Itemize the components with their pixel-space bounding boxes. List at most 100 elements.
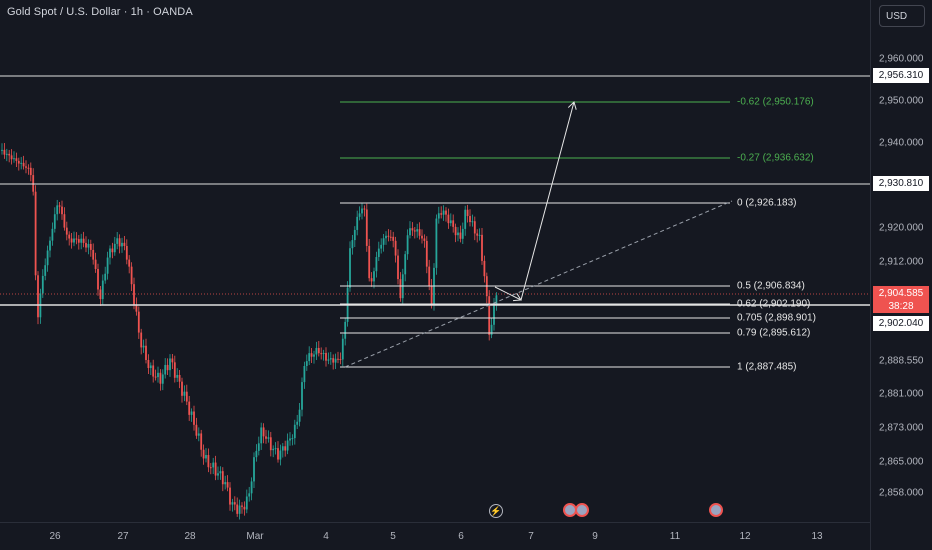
price-axis[interactable] xyxy=(870,0,932,550)
candle-body xyxy=(344,321,347,339)
candle-body xyxy=(111,248,114,253)
candle-body xyxy=(159,372,162,384)
candle-body xyxy=(406,235,409,255)
candle-body xyxy=(430,285,433,304)
candle-body xyxy=(34,191,37,276)
candle-body xyxy=(46,250,49,266)
candle-body xyxy=(332,358,335,363)
price-tick: 2,873.000 xyxy=(879,422,924,434)
fib-level-label: 0.5 (2,906.834) xyxy=(737,280,805,292)
candle-body xyxy=(394,240,397,256)
candle-body xyxy=(133,284,135,305)
candle-body xyxy=(87,243,90,248)
resistance-level-label: 2,930.810 xyxy=(873,176,929,191)
candle-body xyxy=(293,424,296,439)
candle-body xyxy=(437,213,440,219)
candle-body xyxy=(301,382,303,410)
candle-body xyxy=(77,239,80,243)
candle-body xyxy=(469,216,471,223)
us-flag-icon[interactable] xyxy=(709,503,723,517)
price-chart[interactable] xyxy=(0,0,870,522)
candle-body xyxy=(358,213,361,217)
candle-body xyxy=(109,248,111,258)
candle-body xyxy=(224,482,227,485)
candle-body xyxy=(305,361,308,367)
us-flag-icon[interactable] xyxy=(575,503,589,517)
candle-body xyxy=(399,279,402,299)
time-tick: 26 xyxy=(49,531,61,542)
candle-body xyxy=(80,238,83,243)
time-tick: Mar xyxy=(246,531,264,542)
lightning-icon[interactable]: ⚡ xyxy=(489,504,503,518)
candle-body xyxy=(356,216,359,230)
candle-body xyxy=(231,502,234,505)
candle-body xyxy=(337,358,339,360)
candle-body xyxy=(128,259,131,267)
candle-body xyxy=(291,438,294,440)
time-tick: 12 xyxy=(739,531,751,542)
candle-body xyxy=(452,220,455,227)
candle-body xyxy=(351,240,354,249)
candle-body xyxy=(37,275,39,318)
time-axis[interactable] xyxy=(0,522,870,550)
candle-body xyxy=(15,158,18,161)
candle-body xyxy=(454,226,457,236)
candle-body xyxy=(298,409,301,422)
candle-body xyxy=(404,254,407,275)
candle-body xyxy=(161,374,164,384)
candle-body xyxy=(190,411,193,415)
candle-body xyxy=(320,353,323,355)
candle-body xyxy=(8,153,11,156)
candle-body xyxy=(269,437,272,451)
candlestick-series xyxy=(1,143,498,520)
candle-body xyxy=(212,462,215,468)
upper-level-label: 2,956.310 xyxy=(873,68,929,83)
support-level-label: 2,902.040 xyxy=(873,316,929,331)
candle-body xyxy=(289,438,291,441)
candle-body xyxy=(349,248,351,288)
price-tick: 2,960.000 xyxy=(879,53,924,65)
candle-body xyxy=(140,332,143,348)
candle-body xyxy=(423,238,426,241)
candle-body xyxy=(236,504,239,514)
candle-body xyxy=(209,467,212,469)
candle-body xyxy=(63,214,66,228)
candle-body xyxy=(226,482,229,488)
candle-body xyxy=(70,238,73,243)
candle-body xyxy=(130,266,133,285)
candle-body xyxy=(238,505,241,514)
candle-body xyxy=(421,235,423,239)
candle-body xyxy=(265,436,267,439)
candle-body xyxy=(464,209,467,229)
projection-path[interactable] xyxy=(494,101,575,301)
candle-body xyxy=(250,481,253,494)
candle-body xyxy=(267,437,270,439)
candle-body xyxy=(315,347,318,355)
candle-body xyxy=(317,347,320,354)
candle-body xyxy=(478,234,481,236)
candle-body xyxy=(495,295,498,304)
candle-body xyxy=(85,242,87,248)
candle-body xyxy=(339,359,342,361)
candle-body xyxy=(154,376,157,378)
candle-body xyxy=(466,209,469,217)
candle-body xyxy=(135,304,138,312)
candle-body xyxy=(183,391,186,396)
candle-body xyxy=(20,162,23,164)
candle-body xyxy=(92,249,95,260)
candle-body xyxy=(13,158,15,160)
fib-trend-line[interactable] xyxy=(344,200,733,368)
candle-body xyxy=(51,228,54,241)
candle-body xyxy=(310,353,313,357)
candle-body xyxy=(233,502,236,505)
current-price-label: 2,904.585 xyxy=(873,286,929,300)
candle-body xyxy=(202,449,205,459)
candle-body xyxy=(181,381,183,396)
currency-button[interactable]: USD xyxy=(879,5,925,27)
candle-body xyxy=(25,166,27,168)
candle-body xyxy=(221,471,224,485)
price-tick: 2,858.000 xyxy=(879,487,924,499)
candle-body xyxy=(389,236,392,238)
drawing-overlays xyxy=(0,75,870,368)
candle-body xyxy=(137,311,140,333)
